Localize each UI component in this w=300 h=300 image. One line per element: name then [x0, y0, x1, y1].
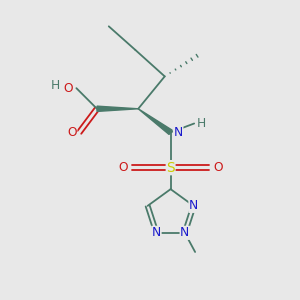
- Text: H: H: [197, 117, 206, 130]
- Polygon shape: [138, 109, 172, 134]
- Text: N: N: [152, 226, 161, 239]
- Text: O: O: [67, 126, 77, 139]
- Text: H: H: [51, 79, 60, 92]
- Text: O: O: [63, 82, 73, 95]
- Text: N: N: [180, 226, 189, 239]
- Text: N: N: [189, 199, 198, 212]
- Text: N: N: [174, 126, 183, 139]
- Text: O: O: [119, 161, 128, 174]
- Polygon shape: [97, 106, 138, 111]
- Text: O: O: [213, 161, 223, 174]
- Text: S: S: [166, 161, 175, 175]
